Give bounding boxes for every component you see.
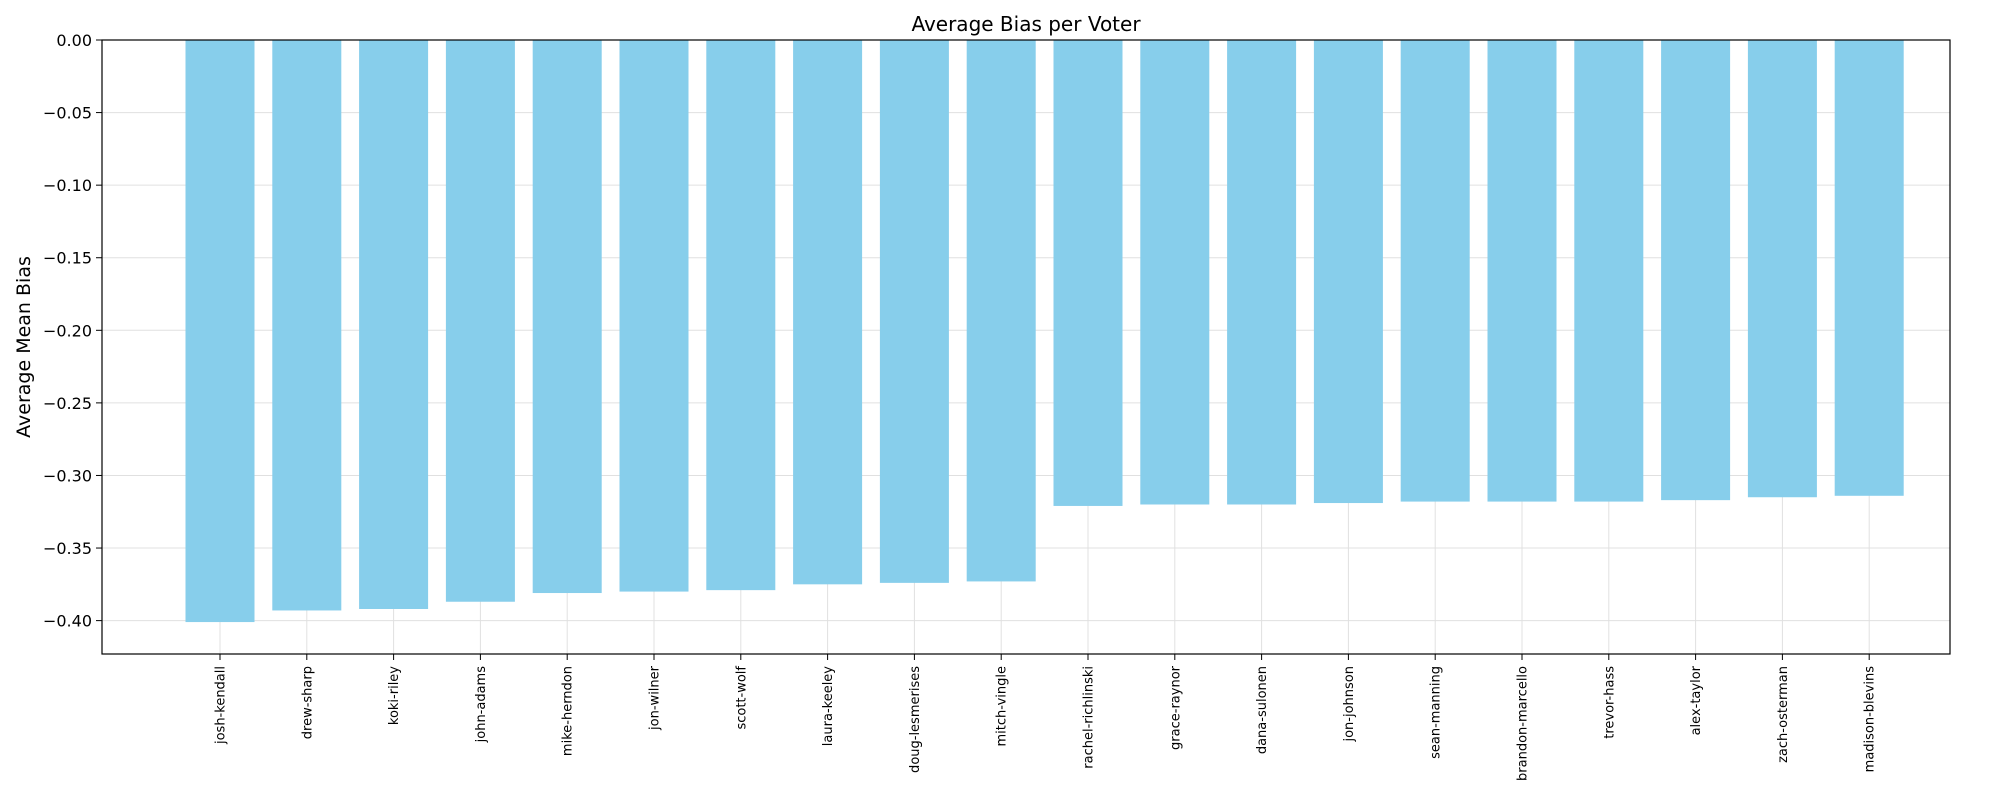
- bar-doug-lesmerises: [879, 40, 949, 583]
- bar-dana-sulonen: [1227, 40, 1297, 505]
- bar-mitch-vingle: [966, 40, 1036, 582]
- x-tick-label: grace-raynor: [1168, 665, 1183, 750]
- bar-alex-taylor: [1661, 40, 1731, 501]
- bars-layer: [185, 40, 1904, 623]
- bar-koki-riley: [359, 40, 429, 610]
- bar-scott-wolf: [706, 40, 776, 591]
- bar-jon-wilner: [619, 40, 689, 592]
- y-axis: 0.00 −0.05 −0.10 −0.15 −0.20 −0.25 −0.30 −0.35 −…: [43, 31, 102, 631]
- x-tick-label: drew-sharp: [300, 666, 315, 739]
- x-tick-label: josh-kendall: [214, 666, 229, 745]
- y-tick-label: −0.40: [43, 612, 92, 631]
- x-tick-label: koki-riley: [387, 666, 402, 725]
- bar-grace-raynor: [1140, 40, 1210, 505]
- bar-trevor-hass: [1574, 40, 1644, 502]
- bar-zach-osterman: [1747, 40, 1817, 498]
- x-tick-label: alex-taylor: [1689, 665, 1704, 735]
- bar-john-adams: [445, 40, 515, 602]
- x-tick-label: trevor-hass: [1602, 666, 1617, 739]
- y-tick-label: −0.20: [43, 321, 92, 340]
- y-tick-label: −0.15: [43, 249, 92, 268]
- x-tick-label: dana-sulonen: [1255, 666, 1270, 754]
- x-tick-label: doug-lesmerises: [908, 666, 923, 773]
- x-tick-label: mitch-vingle: [995, 666, 1010, 747]
- x-tick-label: brandon-marcello: [1516, 666, 1531, 781]
- y-tick-label: −0.30: [43, 466, 92, 485]
- x-tick-label: scott-wolf: [734, 666, 749, 730]
- x-axis: josh-kendall drew-sharp koki-riley john-ada…: [214, 654, 1878, 781]
- x-tick-label: madison-blevins: [1863, 666, 1878, 773]
- bar-drew-sharp: [272, 40, 342, 611]
- x-tick-label: mike-herndon: [561, 666, 576, 756]
- y-tick-label: −0.10: [43, 176, 92, 195]
- plot-frame: [101, 39, 1951, 655]
- bar-mike-herndon: [532, 40, 602, 594]
- bar-brandon-marcello: [1487, 40, 1557, 502]
- chart-title: Average Bias per Voter: [911, 12, 1141, 36]
- y-tick-label: −0.35: [43, 539, 92, 558]
- y-tick-label: 0.00: [56, 31, 92, 50]
- x-tick-label: jon-wilner: [648, 665, 663, 731]
- x-tick-label: jon-johnson: [1342, 666, 1357, 743]
- x-tick-label: zach-osterman: [1776, 666, 1791, 763]
- bar-josh-kendall: [185, 40, 255, 623]
- x-tick-label: laura-keeley: [821, 666, 836, 746]
- y-tick-label: −0.05: [43, 104, 92, 123]
- x-tick-label: rachel-richlinski: [1082, 666, 1097, 769]
- bar-sean-manning: [1400, 40, 1470, 502]
- x-tick-label: sean-manning: [1429, 666, 1444, 759]
- bar-madison-blevins: [1834, 40, 1904, 496]
- x-tick-label: john-adams: [474, 666, 489, 744]
- y-axis-label: Average Mean Bias: [13, 256, 35, 438]
- bar-jon-johnson: [1313, 40, 1383, 504]
- bar-rachel-richlinski: [1053, 40, 1123, 506]
- y-tick-label: −0.25: [43, 394, 92, 413]
- bar-laura-keeley: [793, 40, 863, 585]
